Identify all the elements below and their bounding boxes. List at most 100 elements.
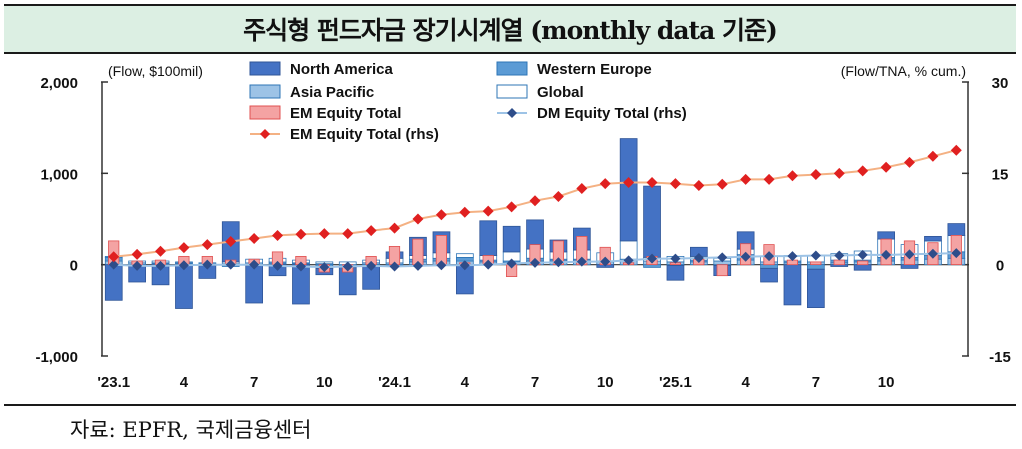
bar-em [810, 261, 822, 265]
bar-na [245, 265, 263, 304]
em-rhs-point [786, 170, 798, 182]
bar-na [783, 264, 802, 306]
em-rhs-point [903, 156, 915, 168]
bar-na [619, 138, 638, 242]
dm-rhs-point [459, 260, 470, 271]
dm-rhs-point [178, 260, 189, 271]
em-rhs-point [108, 251, 120, 263]
right-tick-label: -15 [989, 349, 1011, 366]
dm-rhs-point [389, 261, 400, 272]
dm-rhs-point [319, 262, 330, 273]
em-rhs-point [529, 195, 541, 207]
dm-rhs-point [834, 250, 845, 261]
dm-rhs-point [225, 259, 236, 270]
bar-em [833, 259, 845, 266]
left-tick-label: 0 [70, 258, 78, 275]
em-rhs-point [833, 167, 845, 179]
legend-label-ap: Asia Pacific [290, 84, 374, 101]
bar-na [947, 223, 966, 236]
legend-marker-dm_rhs [507, 108, 517, 118]
dm-rhs-point [155, 260, 166, 271]
em-rhs-point [927, 150, 939, 162]
em-rhs-point [646, 176, 658, 188]
em-rhs-point [201, 239, 213, 251]
left-tick-label: 1,000 [40, 166, 78, 183]
bar-em [716, 264, 728, 277]
bar-na [900, 264, 919, 269]
em-rhs-point [506, 201, 518, 213]
em-rhs-point [623, 176, 635, 188]
bar-na [175, 264, 193, 309]
bar-na [807, 268, 825, 308]
right-tick-label: 30 [992, 75, 1009, 92]
dm-rhs-point [132, 260, 143, 271]
dm-rhs-point [787, 251, 798, 262]
legend-swatch-ap [249, 84, 281, 99]
em-rhs-point [669, 178, 681, 190]
em-rhs-point [716, 178, 728, 190]
chart-title: 주식형 펀드자금 장기시계열 (monthly data 기준) [243, 16, 778, 45]
dm-rhs-point [857, 249, 868, 260]
legend-label-em_rhs: EM Equity Total (rhs) [290, 126, 439, 143]
dm-rhs-point [530, 257, 540, 268]
em-rhs-point [482, 205, 494, 217]
dm-rhs-point [951, 248, 962, 259]
bottom-rule [4, 404, 1016, 406]
bar-na [643, 185, 661, 258]
x-tick-label: 10 [878, 374, 895, 391]
bar-na [924, 235, 942, 242]
legend-swatch-na [249, 61, 281, 76]
em-rhs-point [365, 225, 377, 237]
dm-rhs-point [412, 260, 423, 271]
em-rhs-point [552, 190, 564, 202]
bar-em [857, 260, 869, 266]
em-rhs-point [576, 183, 588, 195]
dm-rhs-point [366, 260, 377, 271]
chart-svg: 2,000 1,000 0 -1,000 30 15 0 -15 (Flow, $100mil)… [35, 61, 1011, 391]
bar-we [760, 264, 778, 269]
legend-swatch-we [496, 61, 528, 76]
dm-rhs-point [436, 260, 447, 271]
em-rhs-point [342, 228, 354, 240]
dm-rhs-point [693, 252, 704, 263]
dm-rhs-point [108, 259, 119, 270]
dm-rhs-point [342, 261, 353, 272]
dm-rhs-point [740, 251, 751, 262]
legend-label-gl: Global [537, 84, 584, 101]
dm-rhs-point [272, 260, 283, 271]
bar-na [479, 220, 498, 256]
em-rhs-point [763, 173, 775, 185]
dm-rhs-point [202, 259, 213, 270]
x-tick-label: 7 [250, 374, 258, 391]
source-note: 자료: EPFR, 국제금융센터 [70, 418, 312, 442]
dm-rhs-point [764, 251, 775, 262]
dm-rhs-point [483, 259, 494, 270]
x-tick-label: '23.1 [97, 374, 130, 391]
bar-gl [455, 253, 474, 258]
em-rhs-point [318, 228, 330, 240]
left-tick-label: 2,000 [40, 75, 78, 92]
dm-rhs-point [927, 248, 938, 259]
bar-em [412, 238, 424, 266]
em-rhs-point [272, 229, 284, 241]
em-rhs-point [225, 236, 237, 248]
right-tick-label: 15 [992, 166, 1009, 183]
em-rhs-point [389, 222, 401, 234]
left-axis-unit: (Flow, $100mil) [108, 63, 203, 79]
em-rhs-point [155, 245, 167, 257]
em-rhs-point [459, 206, 471, 218]
em-rhs-point [435, 209, 447, 221]
bar-em [435, 234, 448, 265]
x-tick-label: '24.1 [378, 374, 411, 391]
dm-rhs-point [249, 259, 260, 270]
bar-na [502, 225, 521, 253]
dm-rhs-point [576, 256, 587, 267]
legend-swatch-em [249, 105, 281, 120]
chart-area: 2,000 1,000 0 -1,000 30 15 0 -15 (Flow, $100mil)… [0, 56, 1022, 404]
em-rhs-point [950, 144, 962, 156]
em-rhs-point [857, 165, 869, 177]
x-tick-label: 7 [531, 374, 539, 391]
em-rhs-point [412, 213, 424, 225]
bar-na [666, 265, 685, 281]
em-rhs-point [295, 228, 307, 240]
